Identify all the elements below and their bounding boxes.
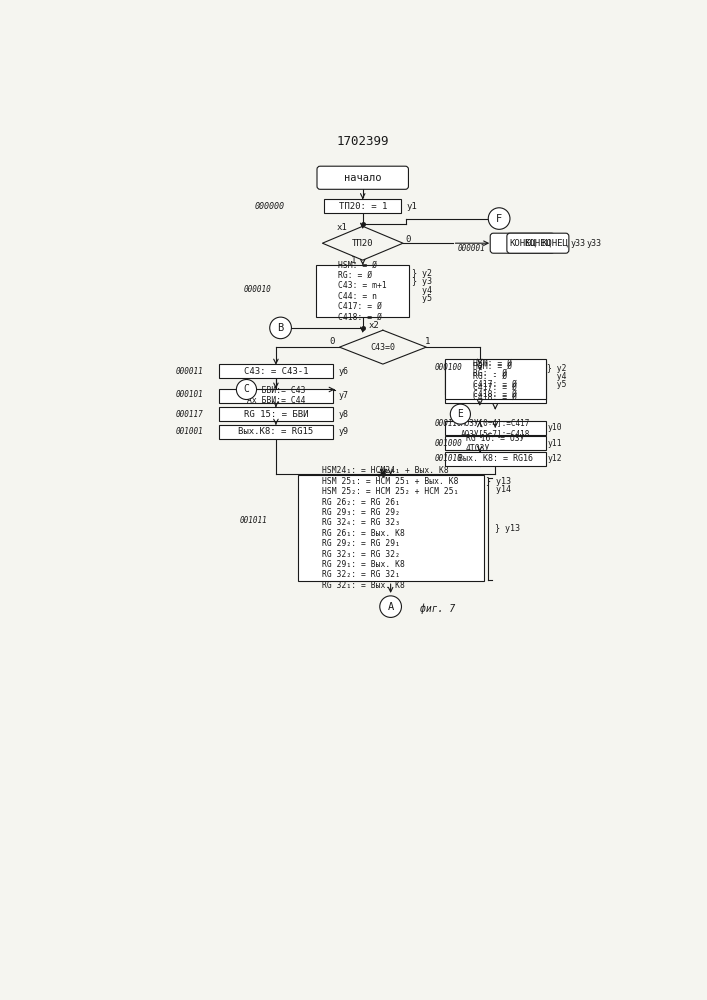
Text: х2: х2	[368, 321, 379, 330]
Text: В: В	[277, 323, 284, 333]
Text: фиг. 7: фиг. 7	[419, 604, 455, 614]
Text: ТП20: ТП20	[352, 239, 373, 248]
Text: 000010: 000010	[243, 285, 271, 294]
Text: Е: Е	[457, 409, 463, 419]
Text: КОНЕЦ: КОНЕЦ	[542, 239, 568, 248]
Text: А: А	[387, 602, 394, 612]
FancyBboxPatch shape	[507, 233, 569, 253]
Text: ТП20: = 1: ТП20: = 1	[339, 202, 387, 211]
Text: 1: 1	[425, 337, 431, 346]
Text: у12: у12	[547, 454, 562, 463]
Circle shape	[270, 317, 291, 339]
Text: С43=0: С43=0	[370, 343, 395, 352]
Text: 000100: 000100	[435, 363, 462, 372]
Text: HSM: = Ø
RG: - Ø
С417: = Ø
С418: = Ø: HSM: = Ø RG: - Ø С417: = Ø С418: = Ø	[473, 362, 518, 402]
Text: у14: у14	[486, 485, 511, 494]
Text: 1: 1	[351, 256, 356, 265]
Bar	[445, 359, 546, 399]
Text: 0: 0	[329, 337, 335, 346]
Text: Вых.К8: = RG15: Вых.К8: = RG15	[238, 427, 313, 436]
Text: } у2: } у2	[547, 364, 567, 373]
Text: F: F	[496, 214, 502, 224]
Text: С43: = С43-1: С43: = С43-1	[244, 367, 308, 376]
Text: 001011: 001011	[240, 516, 267, 525]
Bar	[445, 361, 546, 403]
Bar	[218, 389, 333, 403]
Text: у10: у10	[547, 424, 562, 432]
Bar	[445, 452, 546, 466]
Text: у4: у4	[547, 372, 567, 381]
Text: у33: у33	[571, 239, 585, 248]
Text: 001010: 001010	[435, 454, 462, 463]
FancyBboxPatch shape	[490, 233, 554, 253]
Text: } у13: } у13	[486, 477, 511, 486]
Text: RG 15: = БВИ: RG 15: = БВИ	[244, 410, 308, 419]
Text: 000110: 000110	[435, 419, 462, 428]
Text: } у3: } у3	[411, 277, 431, 286]
Text: 000011: 000011	[176, 367, 204, 376]
FancyBboxPatch shape	[317, 166, 409, 189]
Text: } у13: } у13	[495, 524, 520, 533]
Bar	[298, 475, 484, 581]
Text: HSM24₁: = HCM24₁ + Вых. К8
HSM 25₁: = HCM 25₁ + Вых. К8
HSM 25₂: = HCM 25₂ + HCM: HSM24₁: = HCM24₁ + Вых. К8 HSM 25₁: = HC…	[322, 466, 459, 590]
Text: Вых. К8: = RG16: Вых. К8: = RG16	[457, 454, 533, 463]
Text: } у2: } у2	[411, 269, 431, 278]
Text: 000001: 000001	[457, 244, 485, 253]
Text: у4: у4	[411, 286, 431, 295]
Text: АОЗУ[0÷4]:=С417
АОЗУ[5÷7]:=С418: АОЗУ[0÷4]:=С417 АОЗУ[5÷7]:=С418	[460, 418, 530, 438]
Bar	[445, 421, 546, 435]
Text: у5: у5	[411, 294, 431, 303]
Text: RG 16: = ОЗУ
4ТОЗУ: RG 16: = ОЗУ 4ТОЗУ	[466, 434, 525, 453]
Text: у1: у1	[406, 202, 417, 211]
Bar	[324, 199, 402, 213]
Text: HSM: = Ø
RG: - Ø
С417: = Ø
С418: = Ø: HSM: = Ø RG: - Ø С417: = Ø С418: = Ø	[473, 359, 518, 399]
Text: 000000: 000000	[255, 202, 285, 211]
Text: х1: х1	[337, 223, 347, 232]
Circle shape	[450, 404, 470, 424]
Text: 000101: 000101	[176, 390, 204, 399]
Text: Ау БВИ:= С43
Ах БВИ:= С44: Ау БВИ:= С43 Ах БВИ:= С44	[247, 386, 305, 405]
Text: у9: у9	[339, 427, 349, 436]
Text: 001000: 001000	[435, 439, 462, 448]
Text: у11: у11	[547, 439, 562, 448]
Circle shape	[489, 208, 510, 229]
Text: у33: у33	[587, 239, 602, 248]
Text: у7: у7	[339, 391, 349, 400]
Circle shape	[380, 596, 402, 617]
Text: 0: 0	[406, 235, 411, 244]
Text: начало: начало	[344, 173, 382, 183]
Bar	[218, 425, 333, 439]
Text: 1702399: 1702399	[337, 135, 389, 148]
Bar	[218, 407, 333, 421]
Bar	[445, 436, 546, 450]
Bar	[316, 265, 409, 317]
Text: у6: у6	[339, 367, 349, 376]
Text: С: С	[243, 384, 250, 394]
Text: 001001: 001001	[176, 427, 204, 436]
Text: у5: у5	[547, 380, 567, 389]
Text: КОНЕЦ: КОНЕЦ	[525, 239, 551, 248]
Circle shape	[236, 379, 257, 400]
Text: у8: у8	[339, 410, 349, 419]
Text: 000117: 000117	[176, 410, 204, 419]
Bar	[218, 364, 333, 378]
Text: HSM: = Ø
RG: = Ø
С43: = m+1
С44: = n
С417: = Ø
С418: = Ø: HSM: = Ø RG: = Ø С43: = m+1 С44: = n С41…	[339, 260, 387, 321]
Text: КОНЕЦ: КОНЕЦ	[509, 239, 536, 248]
